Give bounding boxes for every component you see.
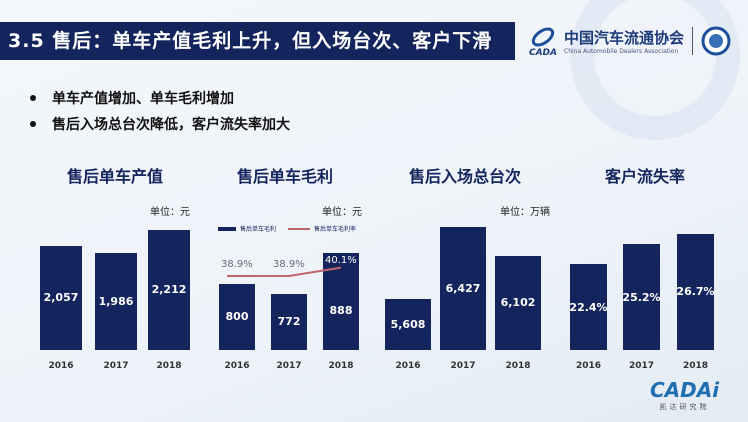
data-label: 5,608 [390, 318, 426, 331]
bar: 2,212 [148, 229, 190, 350]
legend-label: 售后单车毛利率 [314, 226, 357, 233]
bar: 800 [219, 283, 255, 350]
chart-title: 售后入场总台次 [408, 167, 521, 186]
cada-emblem: CADA [526, 25, 560, 58]
data-label: 26.7% [676, 285, 715, 299]
bar: 772 [271, 293, 307, 350]
logo-abbr-text: CADA [528, 47, 557, 58]
x-tick-label: 2017 [628, 361, 655, 371]
x-tick-label: 2018 [682, 361, 709, 371]
chart-title: 客户流失率 [604, 167, 685, 186]
bar: 26.7% [676, 233, 715, 350]
data-label: 6,427 [445, 282, 481, 295]
x-tick-label: 2018 [328, 361, 354, 371]
data-label: 1,986 [98, 294, 134, 308]
bar: 22.4% [569, 264, 608, 350]
bar: 6,102 [495, 255, 541, 350]
bullet-list: 单车产值增加、单车毛利增加 售后入场总台次降低，客户流失率加大 [30, 85, 290, 137]
data-label: 2,212 [151, 283, 187, 297]
x-tick-label: 2018 [156, 361, 182, 371]
legend-label: 售后单车毛利 [240, 226, 277, 233]
x-tick-label: 2016 [395, 361, 421, 371]
x-tick-label: 2017 [103, 361, 129, 371]
cada-emblem-icon [531, 27, 555, 46]
rate-label: 38.9% [221, 259, 253, 270]
bullet-item: 售后入场总台次降低，客户流失率加大 [30, 111, 290, 137]
data-label: 800 [225, 310, 249, 324]
legend-line-swatch [288, 227, 311, 230]
chart-title: 售后单车毛利 [236, 167, 333, 186]
x-tick-label: 2017 [276, 361, 302, 371]
bullet-item: 单车产值增加、单车毛利增加 [30, 85, 290, 111]
data-label: 22.4% [569, 300, 608, 314]
unit-label: 单位：元 [150, 207, 190, 218]
logo-cn-text: 中国汽车流通协会 [564, 29, 685, 47]
background-decoration [570, 0, 740, 140]
bar: 2,057 [40, 245, 82, 350]
bar: 888 [323, 252, 359, 350]
rate-label: 38.9% [273, 259, 305, 270]
unit-label: 单位：万辆 [500, 207, 550, 218]
cada-logo: CADA 中国汽车流通协会 China Automobile Dealers As… [526, 22, 731, 60]
data-label: 888 [329, 303, 353, 317]
data-label: 6,102 [500, 296, 536, 310]
association-seal-icon [701, 26, 731, 56]
unit-label: 单位：元 [322, 207, 362, 218]
chart2-legend: 售后单车毛利 售后单车毛利率 [218, 224, 356, 233]
bar: 1,986 [95, 252, 137, 350]
data-label: 25.2% [622, 290, 661, 304]
x-tick-label: 2016 [48, 361, 74, 371]
logo-divider [692, 27, 694, 55]
rate-label: 40.1% [325, 255, 357, 266]
x-tick-label: 2017 [450, 361, 476, 371]
logo-en-text: China Automobile Dealers Association [564, 48, 679, 55]
data-label: 2,057 [43, 291, 79, 305]
bar: 5,608 [385, 299, 431, 350]
chart-title: 售后单车产值 [66, 167, 163, 186]
bar: 6,427 [440, 227, 486, 350]
x-tick-label: 2016 [575, 361, 602, 371]
cadai-logo: CADAi 凯达研究院 [650, 378, 720, 411]
x-tick-label: 2018 [505, 361, 531, 371]
data-label: 772 [277, 315, 301, 329]
page-title: 3.5 售后：单车产值毛利上升，但入场台次、客户下滑 [0, 22, 515, 60]
legend-bar-swatch [218, 226, 236, 231]
bar: 25.2% [622, 244, 661, 350]
x-tick-label: 2016 [224, 361, 250, 371]
